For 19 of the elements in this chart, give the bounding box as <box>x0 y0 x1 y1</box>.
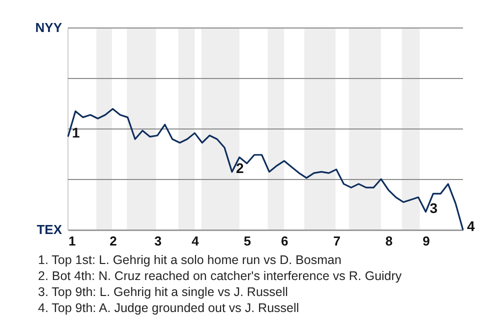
annotation: 3 <box>430 200 438 216</box>
x-tick-label: 2 <box>110 234 117 248</box>
annotation: 1 <box>72 124 80 141</box>
ref-line-label: NYY <box>35 20 62 35</box>
x-tick-label: 5 <box>244 234 251 248</box>
text: 3. Top 9th: L. Gehrig hit a single vs J. Russell <box>38 285 288 299</box>
x-tick-label: 7 <box>333 234 340 248</box>
x-tick-label: 1 <box>68 234 76 248</box>
text: 4 <box>467 218 475 234</box>
x-tick-label: 4 <box>192 234 200 248</box>
annotation: 2 <box>236 160 244 176</box>
x-tick-label: 9 <box>422 234 430 248</box>
text: 4. Top 9th: A. Judge grounded out vs J. Russell <box>38 301 300 315</box>
text: 2. Bot 4th: N. Cruz reached on catcher's interference vs R. Guidry <box>38 269 402 283</box>
x-tick-label: 3 <box>154 234 162 248</box>
ref-line-label: TEX <box>36 222 62 237</box>
x-tick-label: 6 <box>281 234 288 248</box>
text: 1. Top 1st: L. Gehrig hit a solo home run vs D. Bosman <box>38 253 342 267</box>
x-tick-label: 8 <box>385 234 393 248</box>
